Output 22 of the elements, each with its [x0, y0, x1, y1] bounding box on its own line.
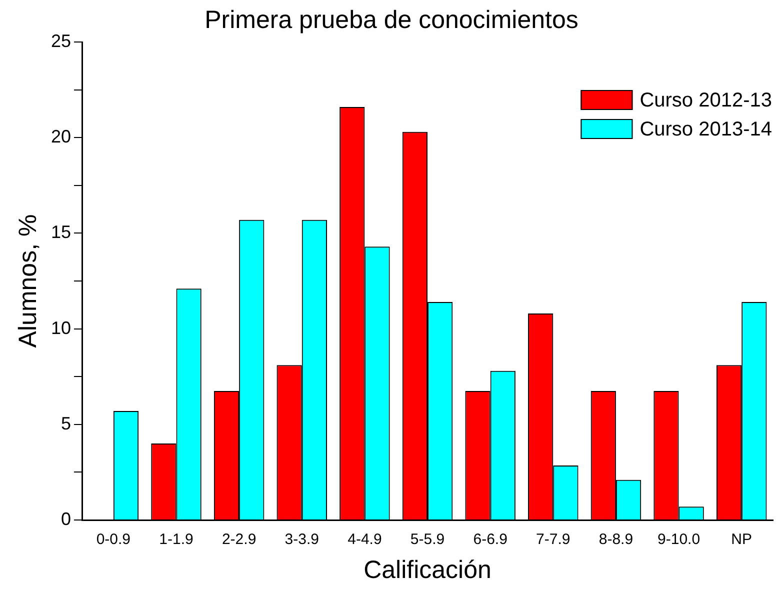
- x-axis-title: Calificación: [364, 556, 492, 584]
- x-tick-label: 3-3.9: [284, 531, 319, 548]
- y-tick-label: 15: [50, 222, 72, 242]
- y-tick-label: 10: [50, 318, 72, 338]
- y-tick-label: 20: [50, 126, 72, 147]
- chart-title: Primera prueba de conocimientos: [204, 6, 578, 34]
- x-tick-label: 2-2.9: [222, 531, 256, 548]
- x-tick-label: 5-5.9: [410, 531, 445, 548]
- x-tick-label: 9-10.0: [658, 531, 700, 548]
- legend-label: Curso 2013-14: [640, 118, 772, 141]
- y-axis-title: Alumnos, %: [14, 214, 42, 348]
- x-tick-label: 0-0.9: [96, 531, 131, 548]
- y-tick-label: 0: [61, 508, 72, 529]
- y-tick-label: 25: [50, 30, 72, 51]
- x-tick-label: 6-6.9: [473, 531, 508, 548]
- y-tick-label: 5: [61, 413, 72, 434]
- x-tick-label: 7-7.9: [536, 531, 570, 548]
- x-tick-label: 1-1.9: [159, 531, 194, 548]
- legend-label: Curso 2012-13: [640, 90, 772, 112]
- x-tick-label: 4-4.9: [348, 531, 382, 548]
- x-tick-label: 8-8.9: [598, 531, 634, 548]
- x-tick-label: NP: [731, 531, 752, 548]
